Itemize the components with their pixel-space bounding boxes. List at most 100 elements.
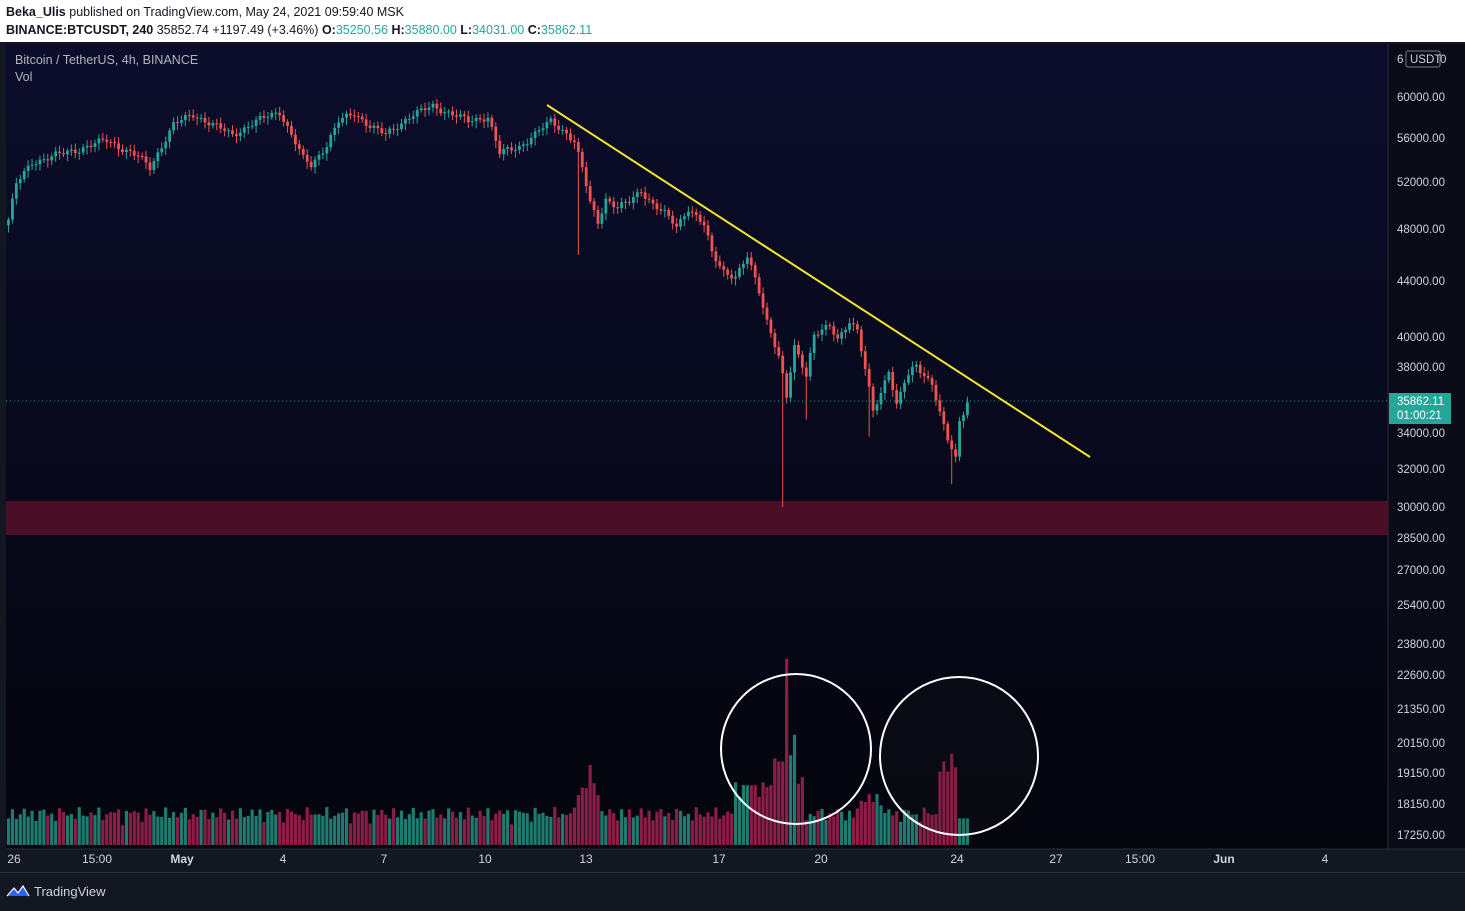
candle-body [907,375,910,383]
candle-body [718,261,722,267]
author-name[interactable]: Beka_Ulis [6,5,66,19]
volume-bar [411,807,415,845]
volume-bar [651,820,655,845]
volume-circle-annotation[interactable] [720,673,872,825]
candle-body [816,334,820,336]
volume-bar [132,811,136,845]
volume-bar [840,811,844,845]
candle-body [305,154,309,162]
volume-bar [529,821,533,845]
volume-bar [843,820,848,845]
volume-bar [557,817,561,845]
candle-body [466,116,470,123]
volume-bar [596,795,600,845]
price-axis-tick-label: 30000.00 [1397,502,1445,514]
candle-body [628,201,631,203]
candle-body [427,107,431,111]
candle-body [549,118,553,123]
volume-bar [576,795,580,845]
volume-bar [902,809,907,845]
candle-body [926,375,930,379]
chart-svg[interactable]: 60000.00 56000.00 52000.00 48000.00 44000.00… [0,42,1465,872]
candle-body [227,130,230,132]
tradingview-brand[interactable]: TradingView [34,884,106,899]
trendline[interactable] [546,104,1091,458]
candle-body [631,197,635,203]
volume-bar [26,816,30,845]
volume-bar [69,813,73,845]
volume-circle-annotation[interactable] [879,676,1039,836]
candle-body [934,384,938,401]
volume-bar [238,808,242,845]
bar-countdown: 01:00:21 [1397,410,1442,422]
candle-body [761,293,765,308]
volume-bar [360,810,364,845]
volume-bar [223,812,227,845]
candle-body [525,144,529,146]
open-label: O: [321,23,336,37]
candle-body [128,149,132,151]
candle-body [804,367,808,377]
close-value: 35862.11 [540,23,593,37]
candle-body [789,372,792,398]
last-price: 35852.74 [156,23,209,37]
candle-body [958,421,961,457]
price-axis-tick-label: 22600.00 [1397,670,1445,682]
volume-bar [498,810,502,845]
volume-bar [46,815,50,845]
chart-plot-area[interactable]: 60000.00 56000.00 52000.00 48000.00 44000.00… [0,42,1465,872]
candle-body [777,347,781,356]
candle-body [364,119,368,126]
chart-legend-title[interactable]: Bitcoin / TetherUS, 4h, BINANCE [15,53,199,67]
volume-bar [152,811,156,845]
candle-body [738,267,741,277]
axis-currency-box[interactable]: 6 USDT 0 [1397,50,1446,68]
volume-bar [395,817,400,845]
volume-bar [820,808,824,845]
volume-bar [490,820,494,845]
candle-body [702,221,706,226]
candle-body [215,123,219,125]
volume-bar [179,812,184,845]
volume-legend[interactable]: Vol [15,70,33,84]
candle-body [745,257,749,264]
price-axis-tick-label: 23800.00 [1397,639,1445,651]
volume-bar [344,808,349,845]
candle-body [966,402,969,416]
candle-body [376,125,380,129]
candle-body [533,131,537,139]
candle-body [246,126,250,128]
candle-body [42,159,46,161]
candle-body [337,122,341,128]
candle-body [404,119,407,124]
candle-body [800,354,804,368]
volume-bar [899,821,903,845]
candle-body [580,151,584,168]
volume-bar [745,785,749,845]
candle-body [624,201,627,203]
volume-bar [313,814,317,845]
candle-body [325,147,329,154]
candle-body [655,203,659,210]
tradingview-logo-icon[interactable] [6,883,30,904]
candle-body [38,159,42,165]
candle-body [545,122,549,129]
volume-bar [769,784,773,845]
candle-body [199,117,203,119]
candle-body [793,345,796,373]
candle-body [345,113,348,118]
candle-body [486,117,490,122]
volume-bar [462,819,466,845]
volume-bar [804,820,808,845]
volume-bar [407,814,411,845]
candle-body [54,151,58,157]
price-axis-tick-label: 44000.00 [1397,276,1445,288]
price-axis-tick-label: 40000.00 [1397,332,1445,344]
volume-bar [568,813,573,845]
candle-body [840,332,844,339]
volume-bar [694,807,698,845]
candle-body [30,164,34,166]
volume-bar [965,818,970,845]
volume-bar [561,813,565,845]
candle-body [659,209,663,211]
